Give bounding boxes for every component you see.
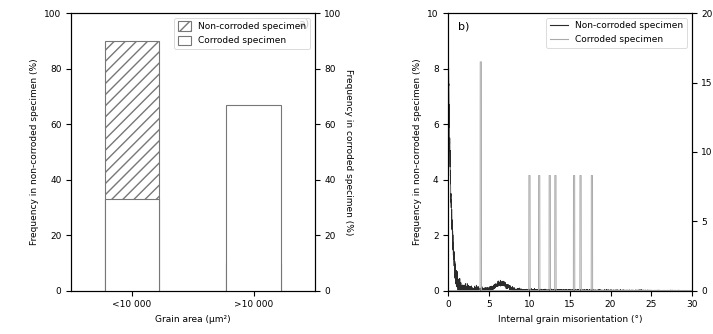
Non-corroded specimen [444, 25, 453, 29]
Non-corroded specimen [453, 289, 462, 293]
Non-corroded specimen [501, 283, 509, 287]
Text: a): a) [299, 19, 309, 29]
Non-corroded specimen [535, 288, 544, 292]
Corroded specimen [685, 289, 694, 293]
Corroded specimen [476, 60, 484, 64]
Corroded specimen [535, 289, 544, 293]
Corroded specimen [687, 289, 696, 293]
Bar [105, 41, 160, 291]
Bar [105, 199, 160, 291]
Line: Non-corroded specimen: Non-corroded specimen [448, 27, 692, 291]
Corroded specimen [553, 289, 562, 293]
Corroded specimen [444, 289, 453, 293]
Non-corroded specimen [685, 289, 694, 293]
Non-corroded specimen [503, 285, 512, 289]
Y-axis label: Frequency in non-corroded specimen (%): Frequency in non-corroded specimen (%) [30, 59, 39, 245]
X-axis label: Internal grain misorientation (°): Internal grain misorientation (°) [498, 315, 642, 324]
Corroded specimen [503, 289, 512, 293]
Legend: Non-corroded specimen, Corroded specimen: Non-corroded specimen, Corroded specimen [174, 18, 310, 49]
Y-axis label: Frequency in corroded specimen (%): Frequency in corroded specimen (%) [344, 69, 353, 235]
Corroded specimen [502, 289, 511, 293]
Y-axis label: Frequency in non-corroded specimen (%): Frequency in non-corroded specimen (%) [413, 59, 421, 245]
Line: Corroded specimen: Corroded specimen [448, 62, 692, 291]
Bar [227, 263, 281, 291]
Bar [227, 105, 281, 291]
Non-corroded specimen [553, 288, 562, 292]
X-axis label: Grain area (μm²): Grain area (μm²) [155, 315, 231, 324]
Non-corroded specimen [687, 289, 696, 293]
Corroded specimen [501, 289, 509, 293]
Text: b): b) [458, 22, 469, 32]
Non-corroded specimen [502, 284, 511, 288]
Legend: Non-corroded specimen, Corroded specimen: Non-corroded specimen, Corroded specimen [546, 18, 687, 48]
